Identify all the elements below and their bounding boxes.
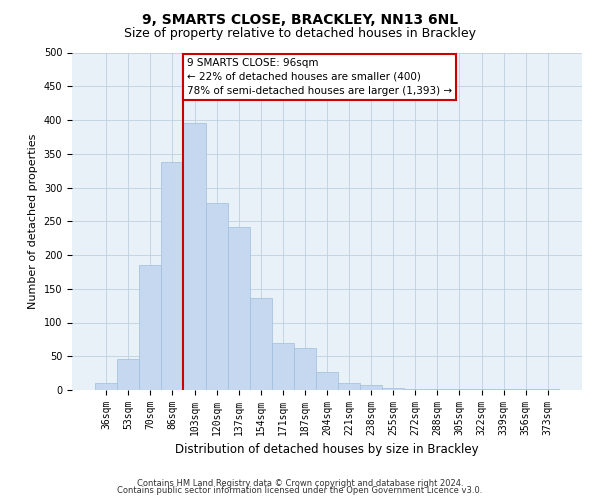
Bar xyxy=(294,348,316,390)
Bar xyxy=(161,162,184,390)
Bar xyxy=(139,265,161,390)
Bar xyxy=(272,343,294,390)
Text: Contains public sector information licensed under the Open Government Licence v3: Contains public sector information licen… xyxy=(118,486,482,495)
Bar xyxy=(250,298,272,390)
Y-axis label: Number of detached properties: Number of detached properties xyxy=(28,134,38,309)
Bar xyxy=(95,383,117,390)
Bar xyxy=(382,388,404,390)
Bar xyxy=(316,372,338,390)
Bar xyxy=(404,388,427,390)
Text: Size of property relative to detached houses in Brackley: Size of property relative to detached ho… xyxy=(124,28,476,40)
Bar xyxy=(184,124,206,390)
Text: Contains HM Land Registry data © Crown copyright and database right 2024.: Contains HM Land Registry data © Crown c… xyxy=(137,478,463,488)
Bar xyxy=(338,383,360,390)
Text: 9, SMARTS CLOSE, BRACKLEY, NN13 6NL: 9, SMARTS CLOSE, BRACKLEY, NN13 6NL xyxy=(142,12,458,26)
Bar xyxy=(360,386,382,390)
Bar xyxy=(227,226,250,390)
Bar xyxy=(537,388,559,390)
X-axis label: Distribution of detached houses by size in Brackley: Distribution of detached houses by size … xyxy=(175,444,479,456)
Bar xyxy=(117,359,139,390)
Text: 9 SMARTS CLOSE: 96sqm
← 22% of detached houses are smaller (400)
78% of semi-det: 9 SMARTS CLOSE: 96sqm ← 22% of detached … xyxy=(187,58,452,96)
Bar xyxy=(206,203,227,390)
